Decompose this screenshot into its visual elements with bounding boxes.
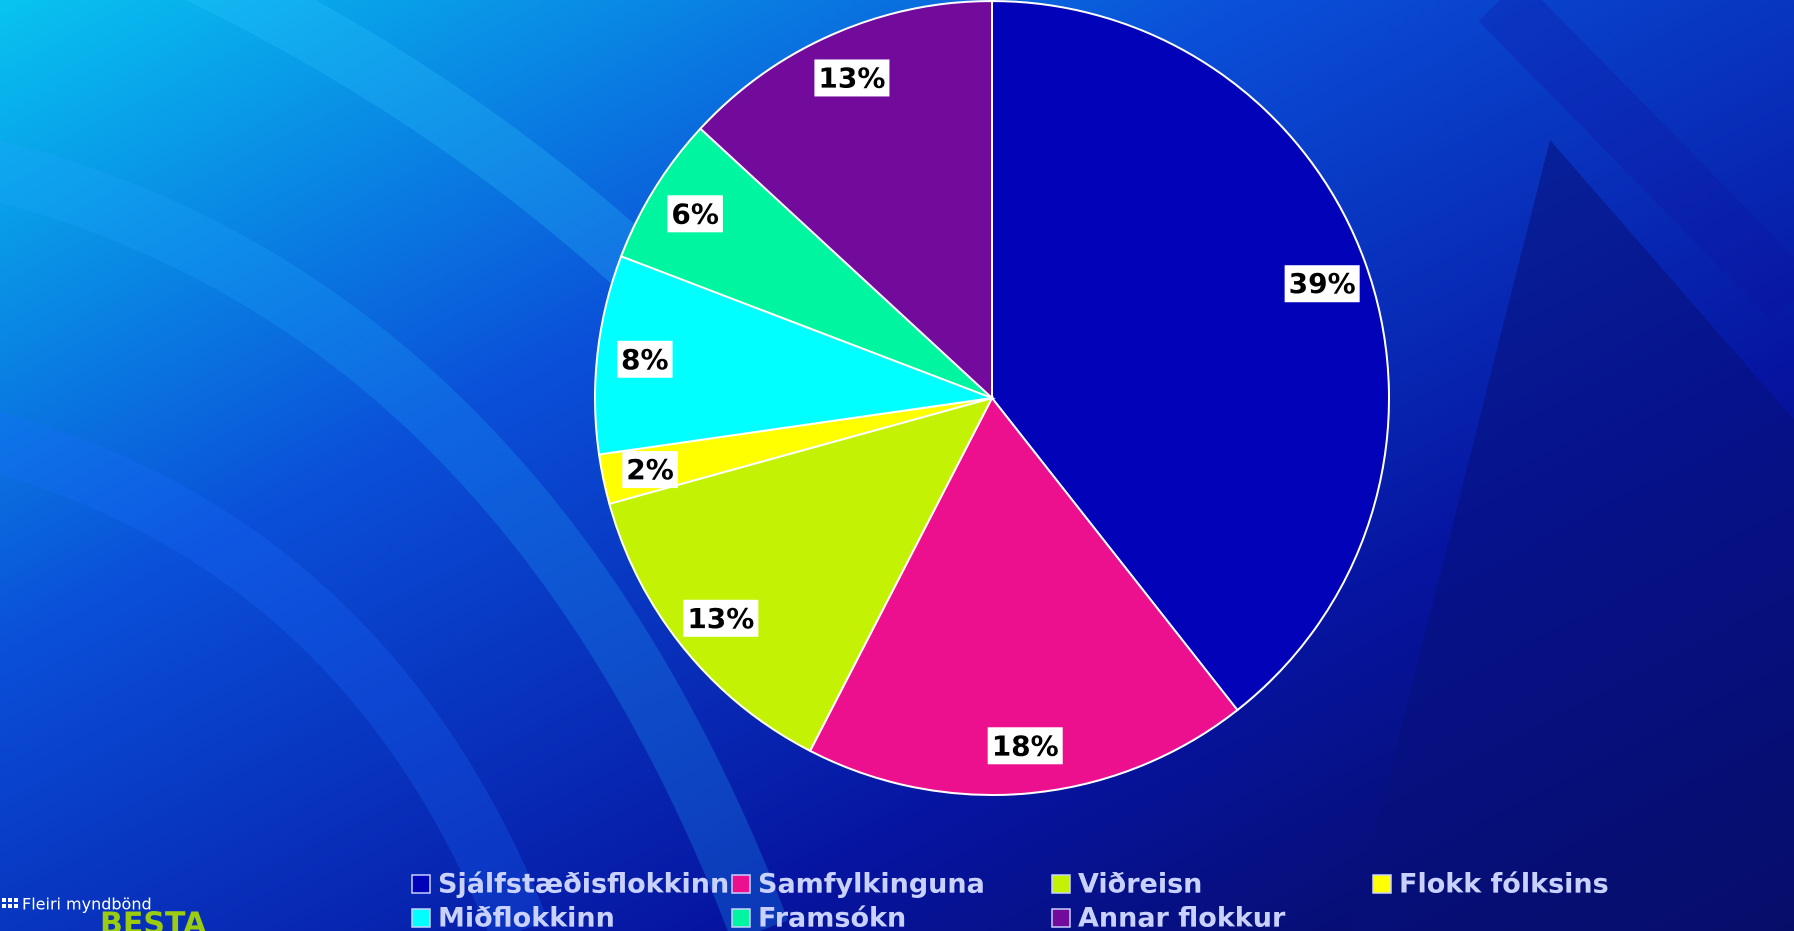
data-label: 13% xyxy=(683,599,759,637)
pie-slice xyxy=(991,0,1390,712)
data-label: 18% xyxy=(987,727,1063,765)
grid-icon xyxy=(2,898,18,908)
logo: BESTA xyxy=(100,907,207,931)
legend-swatch xyxy=(1051,874,1071,894)
data-label: 13% xyxy=(814,59,890,97)
data-label-text: 39% xyxy=(1289,267,1356,300)
data-label-box xyxy=(667,195,723,233)
data-label: 8% xyxy=(617,340,673,378)
data-label-box xyxy=(1284,265,1360,303)
data-label: 39% xyxy=(1284,265,1360,303)
legend-label: Annar flokkur xyxy=(1078,903,1286,931)
legend-swatch xyxy=(1372,874,1392,894)
background-shape xyxy=(1350,140,1794,931)
legend-swatch xyxy=(1051,908,1071,928)
data-label: 6% xyxy=(667,195,723,233)
legend-label: Samfylkinguna xyxy=(758,869,985,900)
pie xyxy=(594,0,1390,796)
data-label-text: 6% xyxy=(671,197,719,230)
data-label-box xyxy=(814,59,890,97)
more-videos[interactable]: Fleiri myndbönd xyxy=(22,895,152,914)
legend: Sjálfstæðisflokkinn Samfylkinguna Viðreisn… xyxy=(411,869,1609,931)
legend-label: Sjálfstæðisflokkinn xyxy=(438,869,729,900)
data-label-text: 13% xyxy=(818,61,885,94)
legend-swatch xyxy=(731,908,751,928)
data-label-text: 8% xyxy=(621,343,669,376)
pie-slice xyxy=(594,255,996,456)
data-label-box xyxy=(617,340,673,378)
pie-slice xyxy=(808,396,1239,796)
data-label: 2% xyxy=(622,451,678,489)
data-label-box xyxy=(683,599,759,637)
legend-label: Miðflokkinn xyxy=(438,903,615,931)
legend-swatch xyxy=(411,908,431,928)
data-label-text: 2% xyxy=(626,453,674,486)
legend-label: Flokk fólksins xyxy=(1399,869,1609,900)
legend-label: Viðreisn xyxy=(1078,869,1202,900)
data-label-box xyxy=(987,727,1063,765)
data-label-text: 13% xyxy=(687,602,754,635)
legend-swatch xyxy=(411,874,431,894)
pie-slice xyxy=(698,0,993,401)
data-label-box xyxy=(622,451,678,489)
legend-swatch xyxy=(731,874,751,894)
data-labels: 39% 18% 13% 2% 8% 6% 13% xyxy=(617,59,1360,765)
pie-slice xyxy=(608,396,994,753)
legend-label: Framsókn xyxy=(758,903,906,931)
overlay: Fleiri myndbönd BESTA xyxy=(2,895,207,931)
data-label-text: 18% xyxy=(992,729,1059,762)
